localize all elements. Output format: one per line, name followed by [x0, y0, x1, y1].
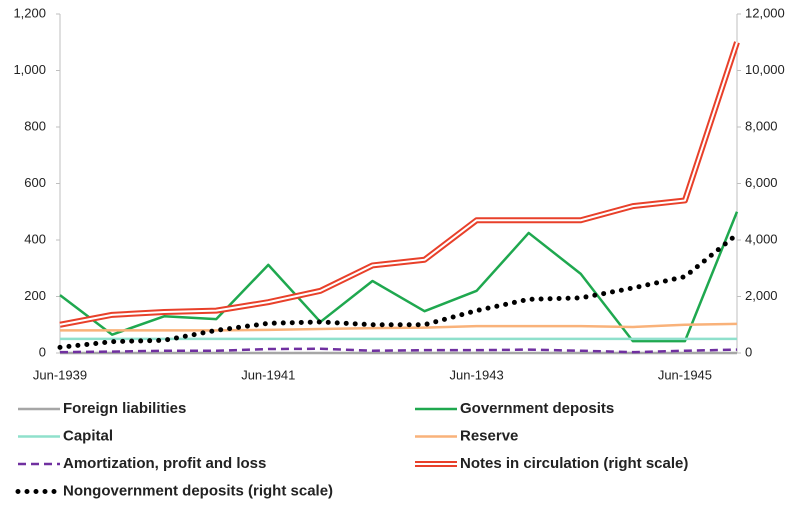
- series-line: [59, 41, 740, 328]
- x-tick-label: Jun-1941: [241, 367, 295, 382]
- legend-label: Government deposits: [460, 400, 614, 417]
- y-tick-label: 1,000: [13, 62, 46, 77]
- legend-label: Reserve: [460, 427, 518, 444]
- legend-label: Capital: [63, 427, 113, 444]
- y-tick-label: 800: [24, 118, 46, 133]
- y-tick-label: 600: [24, 175, 46, 190]
- series-line: [59, 211, 739, 343]
- series-line: [60, 322, 738, 332]
- y2-tick-label: 2,000: [745, 288, 778, 303]
- series-line: [59, 41, 738, 326]
- y2-tick-label: 12,000: [745, 5, 785, 20]
- x-tick-label: Jun-1945: [658, 367, 712, 382]
- legend-label: Amortization, profit and loss: [63, 455, 266, 472]
- y-tick-label: 400: [24, 231, 46, 246]
- y-tick-label: 0: [39, 344, 46, 359]
- y-tick-label: 1,200: [13, 5, 46, 20]
- legend-label: Nongovernment deposits (right scale): [63, 482, 333, 499]
- legend-label: Foreign liabilities: [63, 400, 186, 417]
- y2-tick-label: 0: [745, 344, 752, 359]
- series-line: [59, 347, 738, 354]
- y2-tick-label: 6,000: [745, 175, 778, 190]
- series-line: [57, 231, 740, 350]
- legend-label: Notes in circulation (right scale): [460, 455, 688, 472]
- y2-tick-label: 8,000: [745, 118, 778, 133]
- x-tick-label: Jun-1939: [33, 367, 87, 382]
- y-tick-label: 200: [24, 288, 46, 303]
- y2-tick-label: 10,000: [745, 62, 785, 77]
- y2-tick-label: 4,000: [745, 231, 778, 246]
- x-tick-label: Jun-1943: [450, 367, 504, 382]
